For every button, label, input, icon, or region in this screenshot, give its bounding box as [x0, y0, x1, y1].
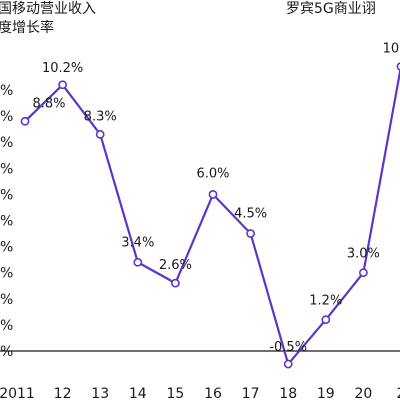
data-label: 6.0%	[196, 166, 229, 181]
y-tick-label: %	[0, 109, 13, 125]
data-label: 1.2%	[309, 294, 342, 309]
x-tick-label: 19	[317, 386, 335, 400]
data-point	[170, 278, 180, 288]
data-label: 10.2%	[42, 61, 83, 76]
data-label: -0.5%	[269, 340, 307, 355]
y-tick-label: %	[0, 318, 13, 334]
data-point	[321, 315, 331, 325]
y-tick-label: %	[0, 240, 13, 256]
y-tick-label: %	[0, 292, 13, 308]
series-line	[24, 66, 400, 366]
x-tick-label: 13	[91, 386, 109, 400]
data-label: 8.3%	[84, 109, 117, 124]
data-point	[133, 257, 143, 267]
data-label: 3.0%	[347, 247, 380, 262]
chart-title-line-2: 度增长率	[0, 19, 54, 36]
y-tick-label: %	[0, 161, 13, 177]
x-tick-label: 15	[166, 386, 184, 400]
data-point	[283, 359, 293, 369]
x-tick-label: 12	[54, 386, 72, 400]
data-label: 8.8%	[32, 96, 65, 111]
chart-title-line-1: 国移动营业收入	[0, 1, 96, 17]
x-tick-label: 2011	[0, 386, 35, 400]
x-tick-label: 14	[129, 386, 147, 400]
data-point	[20, 116, 30, 126]
y-tick-label: %	[0, 344, 13, 360]
series-layer: 8.8% 10.2% 8.3% 3.4% 2.6% 6.0% 4.5% -0.5% 1.2% 3.…	[20, 42, 400, 369]
data-label: 10.	[383, 42, 400, 57]
data-label: 3.4%	[121, 235, 154, 250]
y-tick-label: %	[0, 266, 13, 282]
y-tick-label: %	[0, 187, 13, 203]
data-label: 2.6%	[159, 258, 192, 273]
y-tick-label: %	[0, 83, 13, 99]
data-point	[208, 189, 218, 199]
x-tick-label: 2	[397, 386, 400, 400]
data-point	[95, 129, 105, 139]
data-point	[246, 229, 255, 238]
data-label: 4.5%	[234, 207, 267, 222]
y-tick-label: %	[0, 214, 13, 230]
x-tick-label: 20	[354, 386, 372, 400]
y-axis-tick-labels: %%%%%%%%%%%	[0, 83, 13, 360]
x-tick-label: 17	[242, 386, 260, 400]
x-tick-label: 16	[204, 386, 222, 400]
y-tick-label: %	[0, 135, 13, 151]
chart-annotation: 罗宾5G商业诩	[286, 1, 376, 17]
data-point	[58, 80, 67, 90]
data-point	[396, 62, 400, 71]
x-axis-tick-labels: 2011 12 13 14 15 16 17 18 19 20 2	[0, 386, 400, 402]
x-tick-label: 18	[279, 386, 297, 400]
data-point	[358, 268, 368, 278]
